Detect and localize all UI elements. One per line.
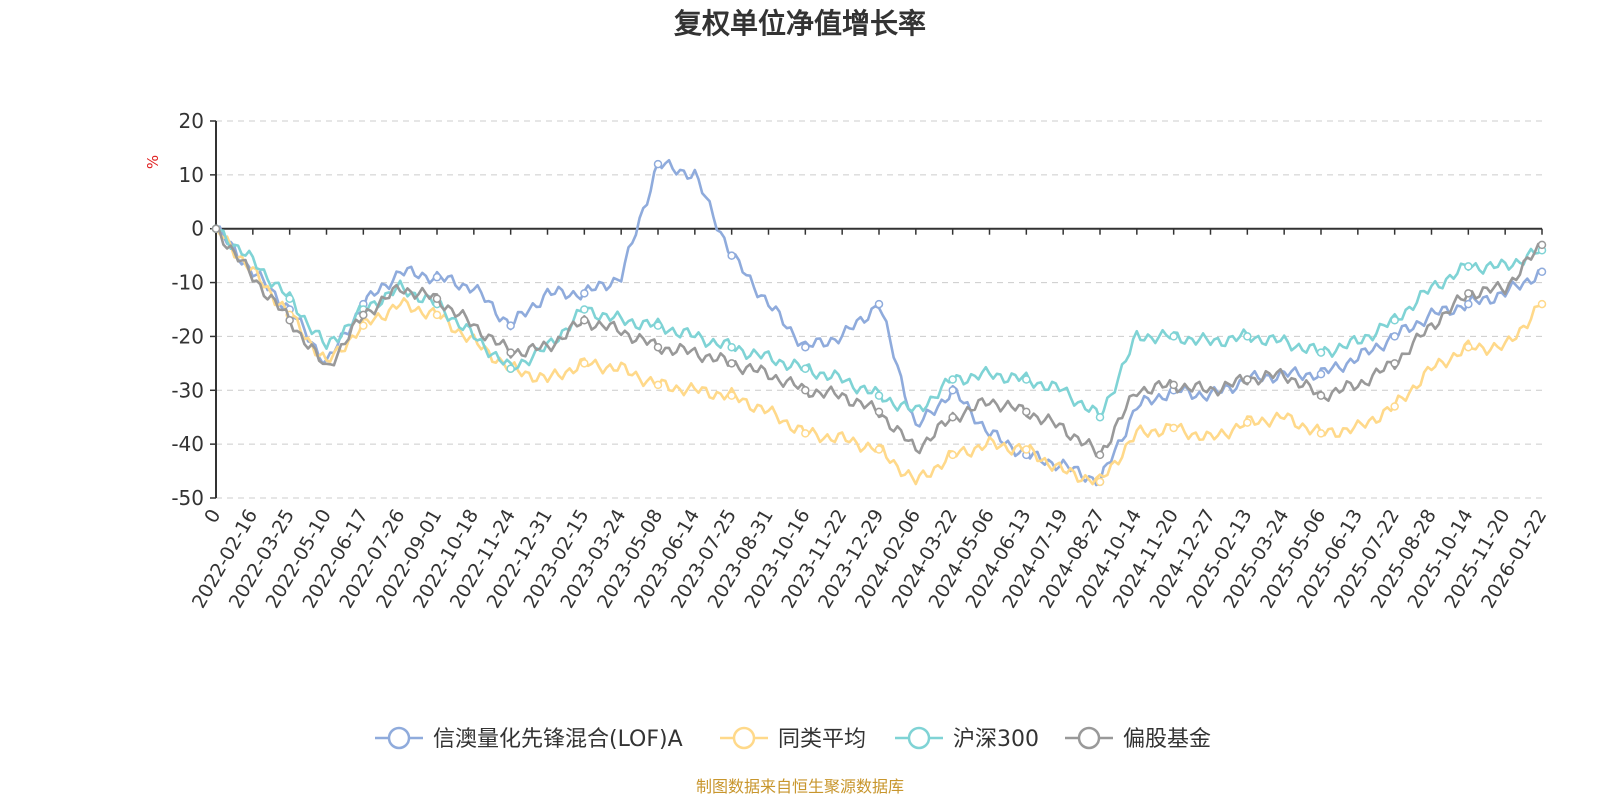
data-point [580, 305, 589, 314]
series-group [211, 158, 1547, 487]
data-point [506, 348, 515, 357]
data-point [1390, 316, 1399, 325]
data-point [359, 321, 368, 330]
data-point [1316, 429, 1326, 438]
data-point [727, 391, 736, 400]
data-point [1537, 240, 1547, 250]
data-point [1243, 418, 1252, 427]
data-point [653, 159, 663, 169]
x-axis: 02022-02-162022-03-252022-05-102022-06-1… [188, 227, 1551, 612]
data-point [874, 445, 884, 454]
y-tick-label: -10 [171, 271, 204, 295]
legend-marker-icon [732, 726, 756, 750]
data-point [285, 316, 294, 325]
data-point [211, 224, 221, 233]
data-point [1022, 407, 1031, 417]
data-point [801, 386, 810, 395]
series-3 [211, 224, 1547, 460]
data-point [1243, 375, 1252, 384]
x-tick-label: 0 [200, 506, 225, 527]
y-tick-label: 10 [179, 163, 204, 187]
data-point [580, 289, 589, 298]
data-point [1316, 348, 1326, 357]
y-axis-unit: % [144, 155, 162, 169]
y-tick-label: 0 [191, 217, 204, 241]
data-point [948, 375, 957, 384]
legend-item-2[interactable]: 沪深300 [895, 726, 1039, 752]
legend-item-0[interactable]: 信澳量化先锋混合(LOF)A [375, 726, 683, 752]
legend-label: 沪深300 [953, 727, 1039, 752]
data-point [653, 321, 663, 330]
y-tick-label: -30 [171, 378, 204, 402]
data-point [948, 412, 957, 422]
legend-label: 信澳量化先锋混合(LOF)A [433, 727, 683, 752]
data-point [1169, 423, 1178, 433]
data-point [1169, 332, 1178, 341]
data-point [432, 310, 442, 320]
data-point [801, 342, 810, 352]
data-point [1390, 359, 1399, 368]
data-point [727, 251, 736, 260]
data-point [727, 359, 736, 368]
data-point [874, 299, 884, 309]
data-point [727, 342, 736, 352]
data-point [506, 364, 515, 373]
data-point [1537, 299, 1547, 309]
series-line [215, 158, 1543, 487]
legend-marker-icon [907, 726, 931, 750]
data-point [874, 407, 884, 417]
data-point [1316, 391, 1326, 400]
data-point [1169, 380, 1178, 390]
data-point [432, 272, 442, 282]
legend-item-1[interactable]: 同类平均 [720, 726, 866, 752]
data-point [1243, 332, 1252, 341]
data-point [1095, 412, 1105, 422]
data-point [1316, 369, 1326, 379]
data-point [801, 429, 810, 438]
data-point [1464, 262, 1473, 271]
data-point [653, 342, 663, 352]
data-point [948, 450, 957, 460]
legend-item-3[interactable]: 偏股基金 [1065, 726, 1211, 752]
data-point [874, 391, 884, 400]
series-0 [211, 158, 1547, 487]
data-point [1095, 477, 1105, 487]
y-tick-label: -40 [171, 432, 204, 456]
data-point [1464, 299, 1473, 309]
data-point [1464, 289, 1473, 298]
series-1 [211, 224, 1547, 487]
series-line [215, 227, 1543, 458]
legend-marker-icon [387, 726, 411, 750]
legend: 信澳量化先锋混合(LOF)A 同类平均 沪深300 偏股基金 [375, 726, 1211, 752]
legend-label: 同类平均 [778, 727, 866, 752]
data-point [1390, 332, 1399, 341]
y-axis: 20 10 0 -10 -20 -30 -40 -50 [171, 109, 217, 510]
data-point [359, 310, 368, 320]
data-point [506, 321, 515, 330]
data-point [1022, 445, 1031, 454]
data-point [948, 386, 957, 395]
data-point [1095, 450, 1105, 460]
chart-title: 复权单位净值增长率 [674, 7, 926, 40]
data-point [1537, 267, 1547, 277]
data-point [801, 364, 810, 373]
source-note: 制图数据来自恒生聚源数据库 [696, 777, 904, 796]
series-2 [211, 224, 1547, 422]
data-point [653, 380, 663, 390]
data-point [580, 359, 589, 368]
data-point [1464, 342, 1473, 352]
data-point [285, 294, 294, 303]
data-point [1022, 375, 1031, 384]
data-point [580, 316, 589, 325]
y-tick-label: -20 [171, 324, 204, 348]
y-tick-label: -50 [171, 486, 204, 510]
y-tick-label: 20 [179, 109, 204, 133]
data-point [1390, 402, 1399, 411]
legend-label: 偏股基金 [1123, 727, 1211, 752]
data-point [432, 294, 442, 303]
legend-marker-icon [1077, 726, 1101, 750]
